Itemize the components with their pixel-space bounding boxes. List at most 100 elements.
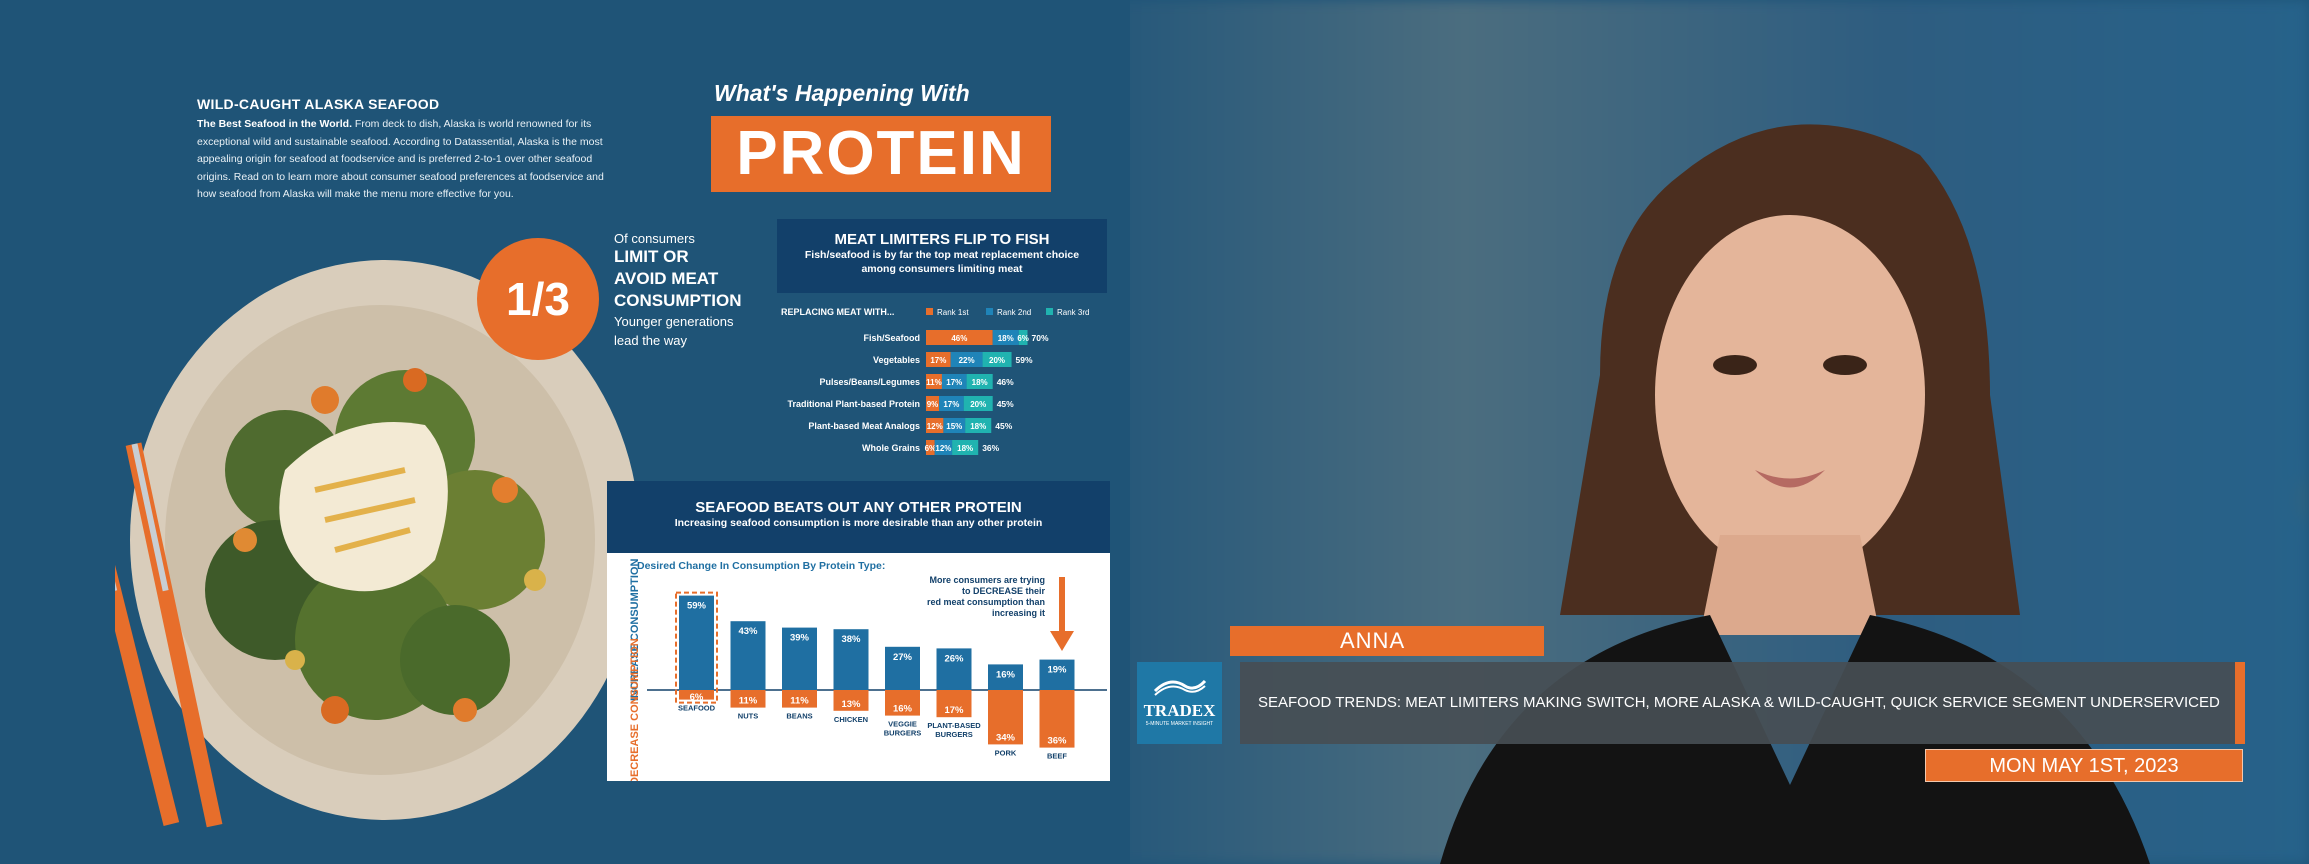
increase-label: 38%	[841, 634, 861, 645]
category-label: BURGERS	[935, 730, 973, 739]
meat-limiters-chart: REPLACING MEAT WITH... Rank 1st Rank 2nd R…	[781, 307, 1089, 455]
bar-segment	[926, 352, 951, 367]
category-label: Fish/Seafood	[863, 333, 920, 343]
legend-swatch	[986, 308, 993, 315]
increase-bar	[936, 648, 972, 690]
category-label: Plant-based Meat Analogs	[808, 421, 920, 431]
chart2-annotation-2: to DECREASE their	[962, 586, 1046, 596]
increase-label: 27%	[893, 652, 913, 663]
bar-segment	[982, 352, 1012, 367]
decrease-label: 11%	[790, 696, 809, 707]
category-label: Vegetables	[873, 355, 920, 365]
segment-label: 6%	[1017, 334, 1029, 343]
bar-segment	[941, 374, 967, 389]
total-label: 45%	[995, 421, 1012, 431]
category-label: PORK	[995, 748, 1017, 757]
category-label: Traditional Plant-based Protein	[787, 399, 920, 409]
headline-ticker: SEAFOOD TRENDS: MEAT LIMITERS MAKING SWI…	[1240, 662, 2245, 744]
segment-label: 46%	[951, 334, 967, 343]
decrease-bar	[730, 690, 766, 708]
bar-segment	[934, 440, 953, 455]
panel2-title-box: SEAFOOD BEATS OUT ANY OTHER PROTEIN Incr…	[607, 481, 1110, 553]
segment-label: 17%	[930, 356, 946, 365]
chart2-annotation-3: red meat consumption than	[927, 597, 1045, 607]
legend-swatch	[1046, 308, 1053, 315]
bar-segment	[943, 418, 966, 433]
category-label: BEEF	[1047, 752, 1067, 761]
total-label: 36%	[982, 443, 999, 453]
logo-text: TRADEX	[1143, 701, 1216, 720]
category-label: BURGERS	[884, 729, 922, 738]
decrease-label: 11%	[739, 696, 758, 707]
bar-segment	[926, 418, 944, 433]
legend-swatch	[926, 308, 933, 315]
bar-segment	[939, 396, 964, 411]
total-label: 46%	[997, 377, 1014, 387]
increase-label: 39%	[790, 633, 810, 644]
bar-segment	[1018, 330, 1028, 345]
panel2-sub: Increasing seafood consumption is more d…	[674, 517, 1043, 529]
decrease-label: 34%	[996, 732, 1016, 743]
increase-bar	[679, 595, 714, 690]
down-arrowhead-icon	[1050, 631, 1074, 651]
protein-infographic: WILD-CAUGHT ALASKA SEAFOOD The Best Seaf…	[0, 0, 1130, 864]
increase-bar	[988, 664, 1023, 690]
total-label: 70%	[1032, 333, 1049, 343]
stat-sub2: lead the way	[614, 333, 687, 348]
chart2-annotation-4: increasing it	[992, 608, 1045, 618]
decrease-bar	[936, 690, 972, 718]
bar-segment	[926, 440, 935, 455]
stat-line2: AVOID MEAT	[614, 269, 719, 288]
decrease-bar	[782, 690, 817, 708]
increase-label: 43%	[738, 626, 758, 637]
total-label: 59%	[1016, 355, 1033, 365]
date-badge: MON MAY 1ST, 2023	[1925, 749, 2243, 782]
decrease-label: 17%	[944, 705, 964, 716]
legend-label: Rank 3rd	[1057, 308, 1089, 317]
segment-label: 18%	[957, 444, 973, 453]
chart1-axis-heading: REPLACING MEAT WITH...	[781, 307, 894, 317]
decrease-label: 16%	[893, 704, 913, 715]
chart2-annotation-1: More consumers are trying	[929, 575, 1045, 585]
category-label: Whole Grains	[862, 443, 920, 453]
bar-segment	[992, 330, 1019, 345]
segment-label: 9%	[927, 400, 939, 409]
increase-label: 19%	[1047, 665, 1067, 676]
increase-label: 59%	[687, 601, 707, 612]
segment-label: 18%	[998, 334, 1014, 343]
increase-bar	[782, 627, 817, 690]
panel1-title-box: MEAT LIMITERS FLIP TO FISH Fish/seafood …	[777, 219, 1107, 293]
category-label: BEANS	[786, 712, 812, 721]
increase-bar	[885, 646, 920, 690]
presenter-name-tag: ANNA	[1230, 626, 1544, 656]
increase-bar	[1039, 659, 1075, 690]
chart2-ylabel-bottom: DECREASE CONSUMPTION	[629, 638, 641, 781]
intro-body: The Best Seafood in the World. From deck…	[197, 116, 617, 204]
segment-label: 22%	[959, 356, 975, 365]
stat-text: Of consumers LIMIT OR AVOID MEAT CONSUMP…	[614, 231, 764, 350]
category-label: VEGGIE	[888, 720, 917, 729]
protein-change-chart: Desired Change In Consumption By Protein…	[607, 553, 1110, 781]
bar-segment	[963, 396, 993, 411]
segment-label: 12%	[927, 422, 943, 431]
wave-logo-icon	[1153, 679, 1206, 696]
segment-label: 12%	[935, 444, 951, 453]
decrease-bar	[679, 690, 714, 700]
chart2-ylabel-top: INCREASE CONSUMPTION	[629, 559, 641, 701]
highlight-box	[675, 591, 718, 704]
segment-label: 11%	[926, 378, 942, 387]
legend-label: Rank 2nd	[997, 308, 1031, 317]
chart2-title: Desired Change In Consumption By Protein…	[637, 560, 885, 572]
stat-sub1: Younger generations	[614, 314, 734, 329]
decrease-label: 13%	[841, 699, 861, 710]
panel1-sub1: Fish/seafood is by far the top meat repl…	[804, 249, 1080, 261]
decrease-label: 6%	[690, 692, 704, 703]
intro-text: From deck to dish, Alaska is world renow…	[197, 118, 604, 200]
intro-heading: WILD-CAUGHT ALASKA SEAFOOD	[197, 96, 440, 112]
panel1-sub2: among consumers limiting meat	[861, 263, 1023, 275]
segment-label: 20%	[989, 356, 1005, 365]
bar-segment	[926, 330, 993, 345]
bar-segment	[926, 396, 940, 411]
bar-segment	[950, 352, 983, 367]
stat-line3: CONSUMPTION	[614, 291, 742, 310]
